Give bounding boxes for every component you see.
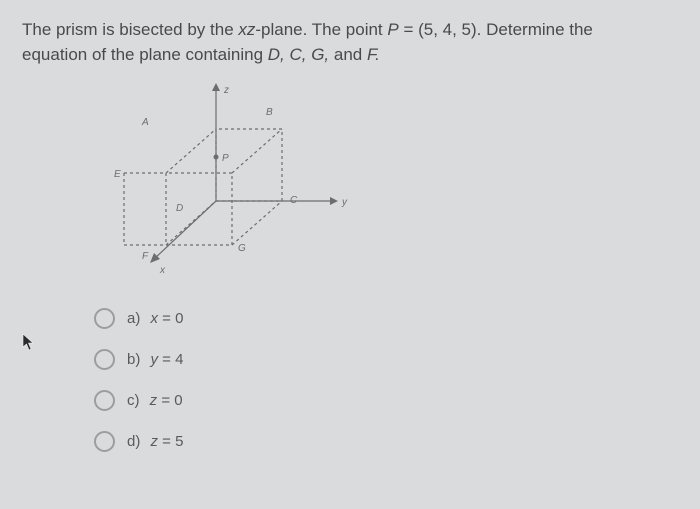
option-b-label: b) y = 4 (127, 351, 183, 368)
q-DCG: D, C, G, (268, 45, 329, 64)
radio-icon[interactable] (94, 431, 115, 452)
axis-z-label: z (223, 85, 229, 96)
q-F: F. (367, 45, 380, 64)
vertex-P: P (222, 153, 229, 164)
q-eq: = (5, 4, 5). Determine the (399, 20, 593, 39)
radio-icon[interactable] (94, 390, 115, 411)
option-c[interactable]: c) z = 0 (94, 390, 678, 411)
vertex-E: E (114, 169, 121, 180)
vertex-B: B (266, 107, 273, 118)
option-d[interactable]: d) z = 5 (94, 431, 678, 452)
vertex-C: C (290, 195, 298, 206)
q-line1-post: -plane. The point (255, 20, 387, 39)
vertex-D: D (176, 203, 183, 214)
q-line1-pre: The prism is bisected by the (22, 20, 238, 39)
vertex-G: G (238, 243, 246, 254)
vertex-F: F (142, 251, 149, 262)
q-and: and (329, 45, 367, 64)
option-b[interactable]: b) y = 4 (94, 349, 678, 370)
options-list: a) x = 0 b) y = 4 c) z = 0 d) z = 5 (94, 308, 678, 452)
cursor-icon (22, 333, 36, 354)
option-d-label: d) z = 5 (127, 433, 183, 450)
radio-icon[interactable] (94, 349, 115, 370)
radio-icon[interactable] (94, 308, 115, 329)
option-c-label: c) z = 0 (127, 392, 183, 409)
vertex-A: A (141, 117, 149, 128)
q-line2-pre: equation of the plane containing (22, 45, 268, 64)
question-text: The prism is bisected by the xz-plane. T… (22, 18, 678, 67)
axis-x-label: x (159, 265, 166, 276)
option-a[interactable]: a) x = 0 (94, 308, 678, 329)
q-P: P (387, 20, 398, 39)
prism-diagram: z y x A B C D E F G P (82, 81, 678, 286)
option-a-label: a) x = 0 (127, 310, 183, 327)
axis-y-label: y (341, 197, 348, 208)
q-xz: xz (238, 20, 255, 39)
